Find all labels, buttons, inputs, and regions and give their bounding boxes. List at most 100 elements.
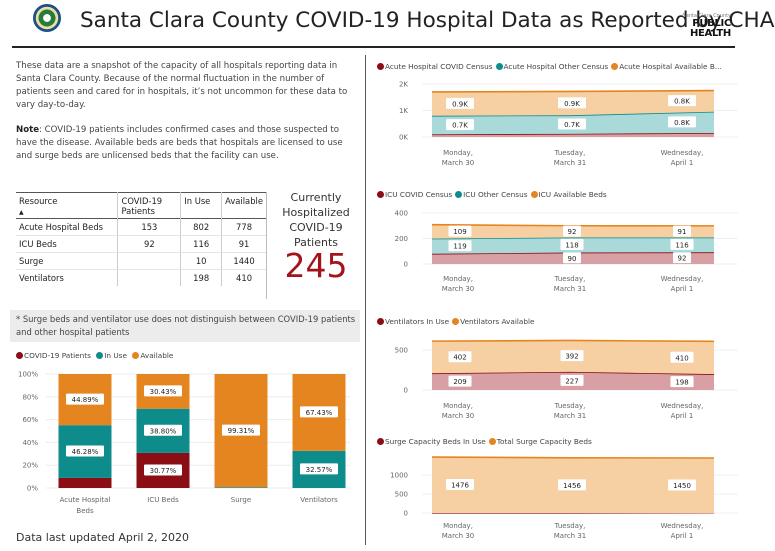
bar-segment[interactable] <box>58 477 112 488</box>
series-line <box>431 89 715 93</box>
x-tick-label: Wednesday, <box>661 522 704 530</box>
legend-surge-total[interactable]: Total Surge Capacity Beds <box>488 437 592 446</box>
data-label-box <box>560 350 584 362</box>
ventilator-chart-legend: Ventilators In Use Ventilators Available <box>377 317 538 326</box>
data-label-box <box>144 424 182 436</box>
x-tick-label: April 1 <box>671 159 694 167</box>
intro-text: These data are a snapshot of the capacit… <box>16 60 361 175</box>
x-tick-label: Surge <box>231 496 251 504</box>
y-tick-label: 500 <box>395 491 408 499</box>
series-line <box>431 110 715 117</box>
column-header-resource[interactable]: Resource ▲ <box>19 196 58 216</box>
column-header-available[interactable]: Available <box>221 192 266 219</box>
legend-dot-icon <box>488 438 496 445</box>
data-label-box <box>446 97 474 109</box>
legend-dot-icon <box>455 191 463 198</box>
series-line <box>431 339 715 343</box>
legend-dot-icon <box>132 352 140 359</box>
bar-value-label: 30.43% <box>150 388 177 396</box>
bar-segment[interactable] <box>214 487 268 488</box>
legend-available[interactable]: Available <box>132 351 173 360</box>
bar-value-label: 38.80% <box>150 427 177 435</box>
y-tick-label: 0% <box>27 485 38 493</box>
legend-dot-icon <box>377 438 384 445</box>
legend-icu-available[interactable]: ICU Available Beds <box>530 190 607 199</box>
x-tick-label: Monday, <box>443 522 473 530</box>
bar-value-label: 67.43% <box>306 409 333 417</box>
data-label-box <box>448 375 472 387</box>
public-health-logo: Santa Clara County PUBLIC HEALTH <box>682 13 732 39</box>
x-tick-label: Tuesday, <box>554 275 586 283</box>
column-header-in-use[interactable]: In Use <box>180 192 222 219</box>
data-label-box <box>144 464 182 476</box>
x-tick-label: March 30 <box>442 532 474 540</box>
legend-dot-icon <box>530 191 538 198</box>
data-label-box <box>670 238 694 250</box>
value-cell: 91 <box>221 235 266 253</box>
note-text: : COVID-19 patients includes confirmed c… <box>16 125 343 161</box>
x-tick-label: Beds <box>76 507 94 515</box>
x-tick-label: March 31 <box>554 159 586 167</box>
surge-area-chart: 0 500 1000 1476 1456 1450 Monday, March 30 Tuesd… <box>390 456 738 540</box>
data-label-box <box>448 225 472 237</box>
bar-value-label: 44.89% <box>72 396 99 404</box>
y-tick-label: 1000 <box>390 472 408 480</box>
intro-paragraph: These data are a snapshot of the capacit… <box>16 61 348 110</box>
y-tick-label: 60% <box>22 416 38 424</box>
legend-in-use[interactable]: In Use <box>96 351 127 360</box>
area-value-label: 1450 <box>673 482 691 490</box>
data-label-box <box>670 376 694 388</box>
area-value-label: 1476 <box>451 482 469 490</box>
data-label-box <box>668 95 696 107</box>
legend-surge-in-use[interactable]: Surge Capacity Beds In Use <box>377 437 486 446</box>
legend-covid[interactable]: COVID-19 Patients <box>16 351 91 360</box>
sort-ascending-icon[interactable]: ▲ <box>19 209 24 216</box>
legend-vent-available[interactable]: Ventilators Available <box>452 317 535 326</box>
x-tick-label: Tuesday, <box>554 522 586 530</box>
legend-dot-icon <box>377 191 384 198</box>
legend-dot-icon <box>377 63 384 70</box>
y-tick-label: 1K <box>399 107 408 115</box>
area-value-label: 90 <box>568 255 577 263</box>
value-cell: 778 <box>221 218 266 236</box>
x-tick-label: Wednesday, <box>661 149 704 157</box>
bar-value-label: 30.77% <box>150 467 177 475</box>
stacked-bar-chart: 0% 20% 40% 60% 80% 100% 46.28% 44.89% Acute Hosp… <box>18 371 350 515</box>
column-header-covid[interactable]: COVID-19 Patients <box>117 192 181 219</box>
area-value-label: 198 <box>675 379 688 387</box>
resource-name-cell: Surge <box>16 252 118 270</box>
table-row: ICU Beds 92 116 91 <box>16 235 266 253</box>
page-title: Santa Clara County COVID-19 Hospital Dat… <box>80 8 775 33</box>
x-tick-label: Monday, <box>443 149 473 157</box>
data-label-box <box>560 374 584 386</box>
ventilator-area-chart: 0 500 209 227 198 402 392 410 Monday, March 30 Tue… <box>395 339 738 420</box>
legend-acute-covid[interactable]: Acute Hospital COVID Census <box>377 62 493 71</box>
x-tick-label: Monday, <box>443 402 473 410</box>
footnote: * Surge beds and ventilator use does not… <box>10 310 360 342</box>
value-cell: 92 <box>117 235 181 253</box>
legend-dot-icon <box>16 352 23 359</box>
area-value-label: 0.9K <box>452 100 468 108</box>
area-value-label: 0.9K <box>564 100 580 108</box>
data-label-box <box>668 479 696 491</box>
value-cell: 153 <box>117 218 181 236</box>
data-label-box <box>300 463 338 475</box>
legend-icu-other[interactable]: ICU Other Census <box>455 190 528 199</box>
area-value-label: 209 <box>453 378 466 386</box>
legend-vent-in-use[interactable]: Ventilators In Use <box>377 317 449 326</box>
y-tick-label: 40% <box>22 439 38 447</box>
area-value-label: 0.7K <box>452 122 468 130</box>
data-label-box <box>446 119 474 131</box>
legend-icu-covid[interactable]: ICU COVID Census <box>377 190 452 199</box>
area-value-label: 0.8K <box>674 119 690 127</box>
x-tick-label: ICU Beds <box>147 496 179 504</box>
y-tick-label: 20% <box>22 462 38 470</box>
table-row: Ventilators 198 410 <box>16 269 266 286</box>
legend-acute-other[interactable]: Acute Hospital Other Census <box>495 62 608 71</box>
resource-name-cell: ICU Beds <box>16 235 118 253</box>
bar-chart-legend: COVID-19 Patients In Use Available <box>16 351 176 360</box>
last-updated: Data last updated April 2, 2020 <box>16 531 189 544</box>
value-cell <box>117 269 181 286</box>
panel-divider <box>365 55 366 545</box>
legend-acute-available[interactable]: Acute Hospital Available B... <box>611 62 722 71</box>
